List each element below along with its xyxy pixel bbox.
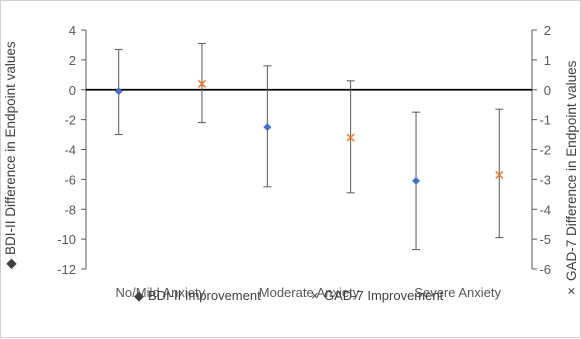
- left-axis-ticks: 4 2 0 -2 -4 -6 -8 -10 -12: [57, 23, 86, 277]
- legend-marker-gad: ×: [311, 288, 319, 303]
- right-tick-label: -2: [539, 143, 551, 158]
- left-axis-title: BDI-II Difference in Endpoint values: [3, 41, 18, 255]
- series-bdi-ii-improvement: [114, 48, 421, 251]
- data-point-x: [197, 79, 207, 88]
- left-tick-label: -12: [57, 262, 76, 277]
- legend-label-bdi: BDI-II Improvement: [148, 288, 261, 303]
- right-axis-title: GAD-7 Difference in Endpoint values: [564, 60, 579, 281]
- category-label: No/Mild Anxiety: [116, 285, 206, 300]
- left-tick-label: -8: [64, 202, 76, 217]
- category-label: Moderate Anxiety: [259, 285, 360, 300]
- left-axis-marker: ◆: [3, 258, 18, 269]
- right-tick-label: 1: [544, 53, 551, 68]
- data-point-diamond: [114, 87, 123, 96]
- category-label: Severe Anxiety: [414, 285, 501, 300]
- left-tick-label: 0: [69, 83, 76, 98]
- left-tick-label: -10: [57, 232, 76, 247]
- left-tick-label: -6: [64, 172, 76, 187]
- right-tick-label: -4: [539, 202, 551, 217]
- series-layer: [114, 42, 504, 251]
- series-gad-7-improvement: [197, 42, 504, 239]
- right-tick-label: -1: [539, 113, 551, 128]
- right-tick-label: 0: [544, 83, 551, 98]
- right-tick-label: -6: [539, 262, 551, 277]
- right-axis-title-group: × GAD-7 Difference in Endpoint values: [564, 60, 579, 295]
- right-axis-ticks: 2 1 0 -1 -2 -3 -4 -5 -6: [532, 23, 551, 277]
- legend-marker-bdi: ◆: [134, 288, 144, 303]
- left-tick-label: 2: [69, 53, 76, 68]
- data-point-diamond: [263, 123, 272, 132]
- right-tick-label: 2: [544, 23, 551, 38]
- data-point-x: [495, 170, 504, 179]
- left-tick-label: -4: [64, 143, 76, 158]
- left-axis-title-group: ◆ BDI-II Difference in Endpoint values: [3, 41, 18, 269]
- right-tick-label: -3: [539, 172, 551, 187]
- data-point-x: [346, 133, 355, 142]
- left-tick-label: 4: [69, 23, 76, 38]
- legend: ◆ BDI-II Improvement × GAD-7 Improvement: [134, 288, 444, 303]
- left-tick-label: -2: [64, 113, 76, 128]
- right-tick-label: -5: [539, 232, 551, 247]
- right-axis-marker: ×: [564, 287, 579, 295]
- data-point-diamond: [412, 176, 421, 185]
- category-labels: No/Mild Anxiety Moderate Anxiety Severe An…: [116, 285, 502, 300]
- axes: [85, 30, 533, 269]
- legend-label-gad: GAD-7 Improvement: [324, 288, 444, 303]
